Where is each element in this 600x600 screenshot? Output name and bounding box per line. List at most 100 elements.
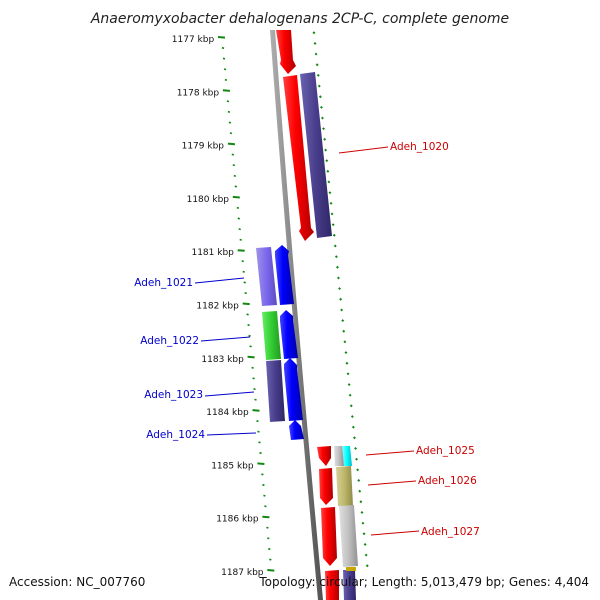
minor-tick <box>263 494 266 497</box>
gene-box-adeh-1023 <box>266 360 285 422</box>
minor-tick <box>229 132 233 135</box>
minor-tick <box>257 430 260 433</box>
outer-track-dot <box>317 84 321 88</box>
minor-tick <box>236 206 240 209</box>
gene-label-adeh-1021: Adeh_1021 <box>134 277 193 289</box>
outer-track-dot <box>325 159 329 163</box>
callout-line-adeh-1023 <box>204 391 255 397</box>
genome-backbone <box>270 30 323 600</box>
minor-tick <box>261 473 264 476</box>
major-tick <box>217 36 226 39</box>
outer-dotted-track <box>312 31 369 568</box>
outer-track-dot <box>315 63 319 67</box>
minor-tick <box>227 110 231 113</box>
cds-arrow-adeh-1021 <box>275 245 294 305</box>
callout-line-adeh-1021 <box>194 277 245 284</box>
minor-tick <box>242 270 245 273</box>
outer-track-dot <box>338 287 342 291</box>
outer-track-dot <box>344 351 348 355</box>
outer-track-dot <box>319 105 323 109</box>
outer-track-dot <box>357 478 361 482</box>
minor-tick <box>269 558 272 561</box>
outer-track-dot <box>347 383 351 387</box>
outer-track-dot <box>327 180 331 184</box>
outer-track-dot <box>359 500 363 504</box>
tick-label: 1184 kbp <box>206 408 249 418</box>
tick-label: 1186 kbp <box>216 515 259 525</box>
gene-box-adeh-1027 <box>339 505 358 567</box>
outer-track-dot <box>358 489 362 493</box>
minor-tick <box>268 547 271 551</box>
outer-track-dot <box>343 340 347 344</box>
minor-tick <box>234 185 238 188</box>
minor-tick <box>222 57 226 60</box>
minor-tick <box>246 313 249 316</box>
gene-box-adeh-1020 <box>300 72 332 238</box>
callout-line-adeh-1026 <box>367 480 417 486</box>
cds-arrow-adeh-1023 <box>284 358 303 421</box>
minor-tick <box>238 228 241 231</box>
cds-arrow-adeh-1024 <box>289 420 304 440</box>
gene-label-adeh-1026: Adeh_1026 <box>418 475 477 487</box>
outer-track-dot <box>333 244 337 248</box>
cds-arrow <box>276 30 296 74</box>
outer-track-dot <box>355 457 359 461</box>
outer-track-dot <box>335 265 339 269</box>
minor-tick <box>244 292 247 295</box>
minor-tick <box>231 153 235 156</box>
tick-label: 1187 kbp <box>221 568 264 578</box>
outer-track-dot <box>330 212 334 216</box>
outer-track-dot <box>361 521 365 525</box>
minor-tick <box>259 451 262 455</box>
outer-track-dot <box>345 361 349 365</box>
minor-tick <box>233 174 237 177</box>
outer-track-dot <box>348 393 352 397</box>
minor-tick <box>239 238 242 241</box>
minor-tick <box>266 526 269 529</box>
outer-track-dot <box>313 41 317 45</box>
major-tick <box>237 249 245 252</box>
major-tick <box>262 515 270 519</box>
major-tick <box>232 195 240 199</box>
forward-strand-features <box>276 30 358 600</box>
major-tick <box>247 355 255 359</box>
minor-tick <box>226 100 230 103</box>
outer-track-dot <box>351 425 355 429</box>
outer-track-dot <box>324 148 328 152</box>
ruler-tick-dashes <box>217 36 275 572</box>
gene-label-adeh-1027: Adeh_1027 <box>421 526 480 538</box>
gene-box-adeh-1025-b <box>342 446 352 466</box>
outer-track-dot <box>322 127 326 131</box>
cds-arrow-adeh-1020 <box>283 75 314 241</box>
major-tick <box>222 89 230 92</box>
outer-track-dot <box>362 532 366 536</box>
outer-track-dot <box>356 468 360 472</box>
outer-track-dot <box>365 564 369 568</box>
callout-line-adeh-1024 <box>206 432 257 436</box>
outer-track-dot <box>328 191 332 195</box>
gene-box-partial <box>343 570 356 600</box>
outer-track-dot <box>341 319 345 323</box>
outer-track-dot <box>323 137 327 141</box>
minor-tick <box>228 121 232 124</box>
outer-track-dot <box>332 233 336 237</box>
outer-track-dot <box>320 116 324 120</box>
tick-label: 1179 kbp <box>182 142 225 152</box>
gene-label-adeh-1022: Adeh_1022 <box>140 335 199 347</box>
major-tick <box>227 142 235 146</box>
tick-label: 1181 kbp <box>191 248 234 258</box>
major-tick <box>257 462 265 465</box>
accession-text: Accession: NC_007760 <box>9 575 145 589</box>
gene-label-adeh-1024: Adeh_1024 <box>146 429 205 441</box>
outer-track-dot <box>363 542 367 546</box>
minor-tick <box>262 483 265 487</box>
outer-track-dot <box>329 201 333 205</box>
gene-box-adeh-1022 <box>262 311 281 360</box>
callout-line-adeh-1020 <box>338 146 389 154</box>
major-tick <box>242 302 250 306</box>
major-tick <box>252 409 260 412</box>
minor-tick <box>243 281 246 284</box>
cds-arrow-adeh-1026 <box>319 468 333 505</box>
cds-arrow-adeh-1027 <box>321 507 337 566</box>
minor-tick <box>251 366 254 369</box>
